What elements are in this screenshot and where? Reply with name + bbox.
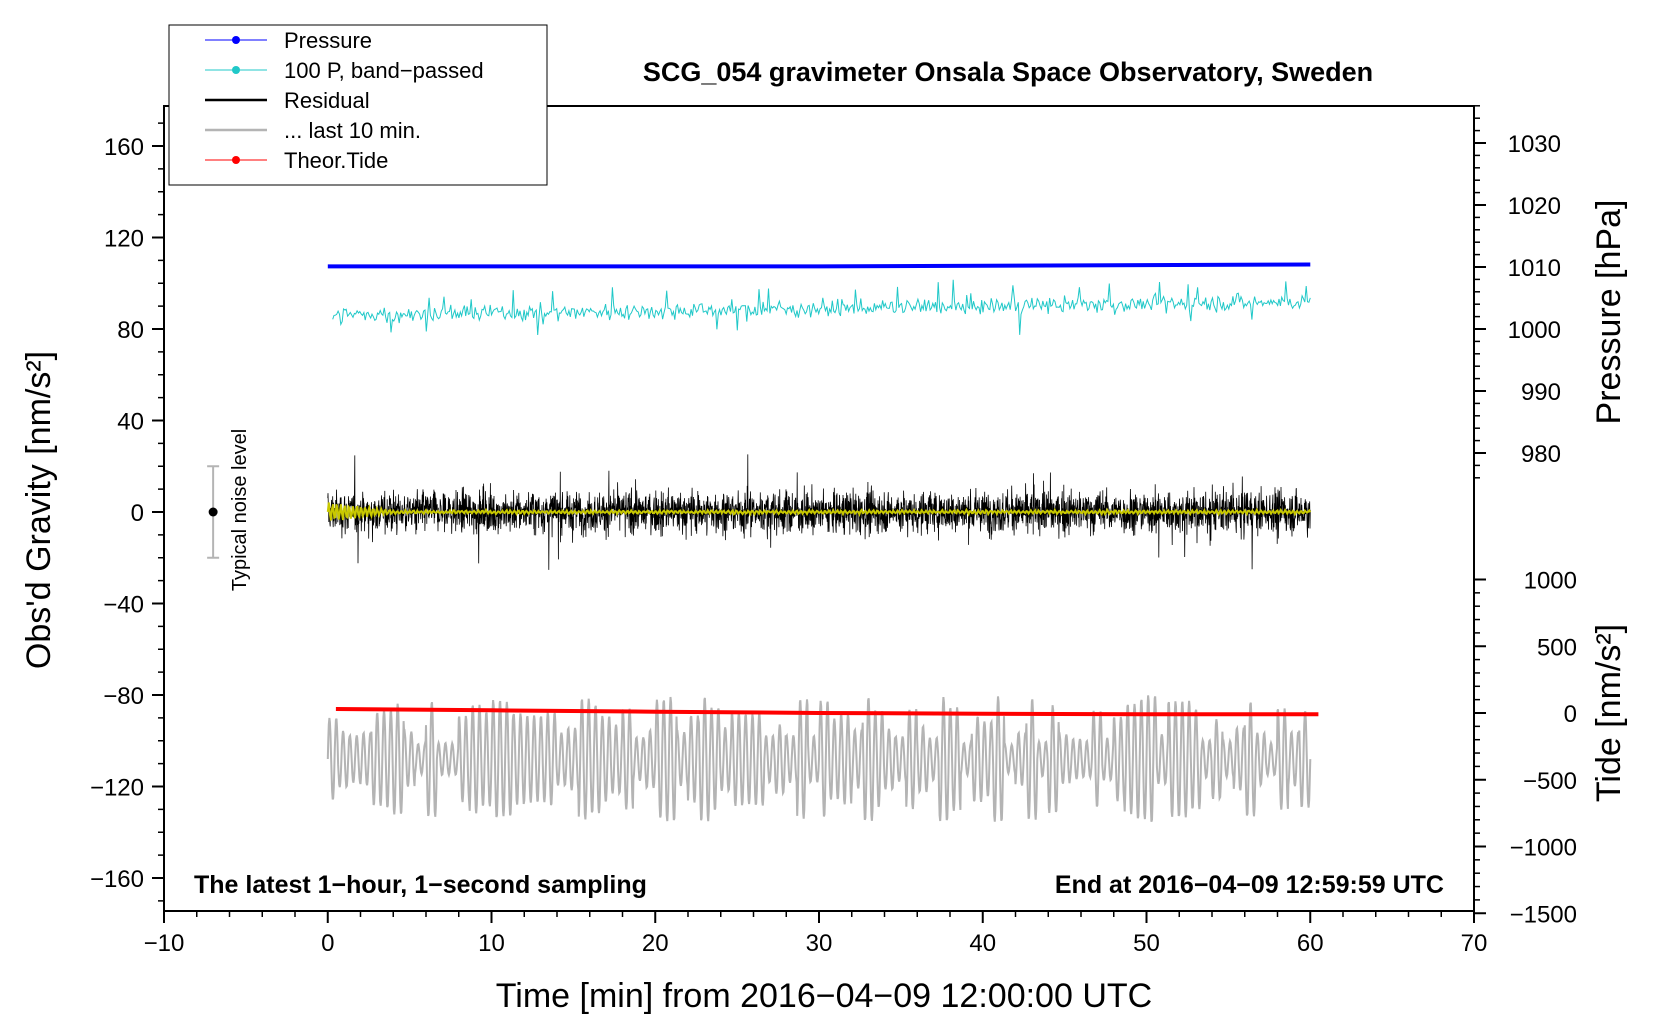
y-tick-label: 0 <box>131 500 144 527</box>
tide-axis-label: Tide [nm/s²] <box>1590 624 1628 802</box>
annotation-right: End at 2016−04−09 12:59:59 UTC <box>1055 871 1444 899</box>
pressure-tick-label: 1030 <box>1508 131 1561 158</box>
legend-label: Residual <box>284 88 370 113</box>
x-tick-label: 50 <box>1133 930 1160 957</box>
x-tick-label: 10 <box>478 930 505 957</box>
tide-tick-label: −1000 <box>1510 835 1577 862</box>
pressure-tick-label: 1000 <box>1508 317 1561 344</box>
x-tick-label: 0 <box>321 930 334 957</box>
x-tick-label: 20 <box>642 930 669 957</box>
x-tick-label: 70 <box>1461 930 1488 957</box>
y-tick-label: −80 <box>103 683 144 710</box>
tide-tick-label: −1500 <box>1510 901 1577 928</box>
pressure-tick-label: 980 <box>1521 441 1561 468</box>
tide-tick-label: −500 <box>1523 768 1577 795</box>
legend: Pressure 100 P, band−passed Residual ... la… <box>168 24 548 186</box>
tide-axis: −1500 −1000 −500 0 500 1000 <box>1474 568 1577 928</box>
legend-label: 100 P, band−passed <box>284 58 484 83</box>
series-residual <box>327 454 1311 570</box>
y-tick-label: −160 <box>90 866 144 893</box>
series-layer <box>326 262 1319 822</box>
noise-label: Typical noise level <box>229 429 251 591</box>
series-residual-smoothed <box>326 502 1312 521</box>
legend-marker <box>232 36 240 44</box>
x-tick-label: 60 <box>1297 930 1324 957</box>
y-tick-label: 160 <box>104 134 144 161</box>
y-axis-left-label: Obs'd Gravity [nm/s²] <box>20 351 58 669</box>
tide-tick-label: 0 <box>1564 701 1577 728</box>
legend-label: Theor.Tide <box>284 148 388 173</box>
y-axis-left: −160 −120 −80 −40 0 40 80 120 160 <box>90 122 164 902</box>
annotation-left: The latest 1−hour, 1−second sampling <box>194 871 647 899</box>
legend-box <box>168 24 548 186</box>
series-last-10-min <box>326 695 1312 822</box>
x-tick-label: −10 <box>144 930 185 957</box>
chart-title: SCG_054 gravimeter Onsala Space Observat… <box>643 57 1373 87</box>
legend-label: ... last 10 min. <box>284 118 421 143</box>
series-pressure-bandpassed <box>332 279 1311 336</box>
tide-tick-label: 1000 <box>1524 568 1577 595</box>
series-pressure <box>327 262 1311 269</box>
y-tick-label: −120 <box>90 775 144 802</box>
tide-tick-label: 500 <box>1537 634 1577 661</box>
legend-marker <box>232 156 240 164</box>
y-tick-label: 120 <box>104 226 144 253</box>
pressure-axis: 980 990 1000 1010 1020 1030 <box>1474 105 1561 479</box>
pressure-tick-label: 1020 <box>1508 193 1561 220</box>
pressure-tick-label: 1010 <box>1508 255 1561 282</box>
y-tick-label: 40 <box>117 409 144 436</box>
legend-marker <box>232 66 240 74</box>
pressure-tick-label: 990 <box>1521 379 1561 406</box>
y-tick-label: 80 <box>117 317 144 344</box>
x-tick-label: 40 <box>969 930 996 957</box>
legend-label: Pressure <box>284 28 372 53</box>
y-tick-label: −40 <box>103 592 144 619</box>
series-theor-tide <box>335 707 1319 717</box>
pressure-axis-label: Pressure [hPa] <box>1590 200 1628 425</box>
x-tick-label: 30 <box>806 930 833 957</box>
x-axis: −10 0 10 20 30 40 50 60 70 <box>144 911 1488 957</box>
noise-bar-center <box>208 507 218 517</box>
noise-bar <box>207 465 220 559</box>
x-axis-label: Time [min] from 2016−04−09 12:00:00 UTC <box>496 977 1152 1015</box>
